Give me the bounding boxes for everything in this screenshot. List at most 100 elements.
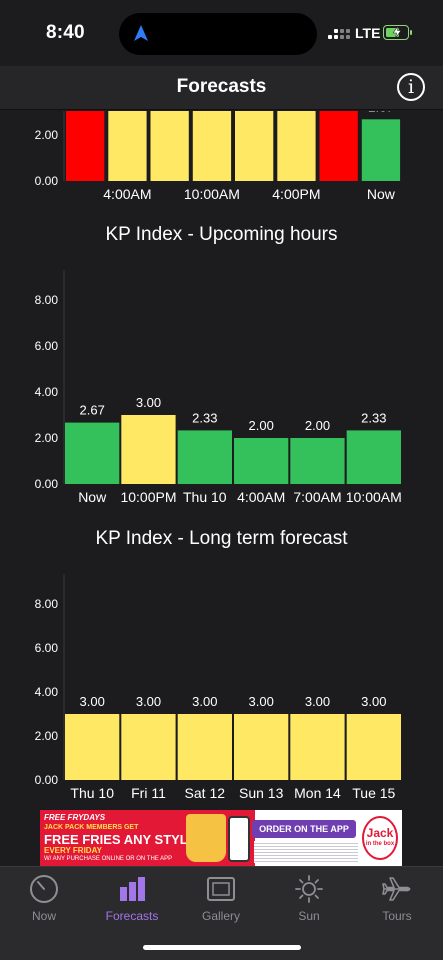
chart-title: KP Index - Upcoming hours xyxy=(105,224,338,245)
bar xyxy=(235,111,274,181)
ad-banner[interactable]: FREE FRYDAYS JACK PACK MEMBERS GET FREE … xyxy=(40,810,402,866)
tab-bar: Now Forecasts Gallery Sun Tours xyxy=(0,866,443,960)
fries-image xyxy=(186,814,226,862)
tab-label: Tours xyxy=(382,909,412,923)
tab-label: Now xyxy=(31,909,56,923)
page-title: Forecasts xyxy=(176,76,267,97)
tab-label: Forecasts xyxy=(105,909,159,923)
tab-label: Gallery xyxy=(201,909,240,923)
tab-gallery[interactable]: Gallery xyxy=(181,873,261,923)
y-tick-label: 0.00 xyxy=(35,477,59,491)
status-bar: 8:40 LTE xyxy=(0,0,443,66)
x-tick-label: 4:00AM xyxy=(103,186,151,202)
x-tick-label: Now xyxy=(367,186,396,202)
ad-brand: FREE FRYDAYS xyxy=(44,813,106,822)
clock-icon xyxy=(30,875,58,903)
x-tick-label: Thu 10 xyxy=(183,489,227,505)
x-tick-label: Thu 10 xyxy=(70,785,114,801)
bar xyxy=(319,111,358,181)
forecast-scroll-view[interactable]: 0.00 2.00 4:00AM 10:00AM 4:00PM 2.67 Now KP In… xyxy=(0,111,443,810)
x-tick-label: Sun 13 xyxy=(239,785,284,801)
bar-value-label: 3.00 xyxy=(136,395,161,410)
bar xyxy=(192,111,232,181)
ad-headline: FREE FRIES ANY STYLE xyxy=(44,832,197,847)
location-arrow-icon xyxy=(134,25,148,41)
chart-title: KP Index - Long term forecast xyxy=(95,528,348,549)
y-tick-label: 4.00 xyxy=(35,385,59,399)
chart-recent-hours: 0.00 2.00 4:00AM 10:00AM 4:00PM 2.67 Now xyxy=(0,111,443,205)
ad-logo: Jack in the box xyxy=(362,816,398,860)
bar xyxy=(150,111,189,181)
ad-fine-print xyxy=(254,841,358,863)
y-tick-label: 0.00 xyxy=(35,174,59,188)
status-time: 8:40 xyxy=(46,22,85,43)
bar-value-label: 3.00 xyxy=(249,694,274,709)
tab-sun[interactable]: Sun xyxy=(269,873,349,923)
chart-upcoming-hours: KP Index - Upcoming hours 0.00 2.00 4.00 6.… xyxy=(0,220,443,510)
bar xyxy=(346,714,401,780)
ad-order-button[interactable]: ORDER ON THE APP xyxy=(252,820,356,838)
bar-value-label: 2.00 xyxy=(305,418,330,433)
info-button[interactable]: i xyxy=(397,73,425,101)
sun-icon xyxy=(295,875,323,903)
bar xyxy=(290,714,345,780)
x-tick-label: Tue 15 xyxy=(352,785,395,801)
navigation-bar: Forecasts i xyxy=(0,66,443,110)
bar xyxy=(177,430,232,484)
ad-line: W/ ANY PURCHASE ONLINE OR ON THE APP xyxy=(44,856,173,862)
bar-value-label: 3.00 xyxy=(80,694,105,709)
y-tick-label: 6.00 xyxy=(35,641,59,655)
bar xyxy=(346,430,401,484)
bar xyxy=(66,111,105,181)
ad-logo-text: Jack xyxy=(366,826,394,840)
ad-line: JACK PACK MEMBERS GET xyxy=(44,824,139,831)
bar-value-label: 2.33 xyxy=(192,410,217,425)
bar xyxy=(65,714,120,780)
bar-value-label: 2.00 xyxy=(249,418,274,433)
x-tick-label: 10:00AM xyxy=(346,489,402,505)
chart-svg: 0.00 2.00 4:00AM 10:00AM 4:00PM 2.67 Now xyxy=(35,111,401,202)
chart-svg: 0.00 2.00 4.00 6.00 8.00 3.00 Thu 10 3.00 Fri 11… xyxy=(35,574,401,801)
y-tick-label: 6.00 xyxy=(35,339,59,353)
bar-value-label: 3.00 xyxy=(192,694,217,709)
bar-value-label: 3.00 xyxy=(305,694,330,709)
bar xyxy=(234,714,289,780)
tab-forecasts[interactable]: Forecasts xyxy=(92,873,172,923)
x-tick-label: 10:00AM xyxy=(184,186,240,202)
x-tick-label: 7:00AM xyxy=(293,489,341,505)
tab-tours[interactable]: Tours xyxy=(357,873,437,923)
y-tick-label: 2.00 xyxy=(35,128,59,142)
bar xyxy=(234,438,289,484)
bar-value-label: 2.67 xyxy=(368,111,393,114)
y-tick-label: 2.00 xyxy=(35,729,59,743)
tab-now[interactable]: Now xyxy=(4,873,84,923)
airplane-icon xyxy=(382,877,411,901)
ad-promo-panel: FREE FRYDAYS JACK PACK MEMBERS GET FREE … xyxy=(40,810,255,866)
network-type: LTE xyxy=(355,25,381,41)
y-tick-label: 8.00 xyxy=(35,293,59,307)
bar-value-label: 2.67 xyxy=(80,403,105,418)
x-tick-label: 10:00PM xyxy=(120,489,176,505)
cell-signal-icon xyxy=(328,27,350,41)
bar xyxy=(361,119,401,181)
battery-charging-icon xyxy=(383,25,412,40)
bar xyxy=(121,714,176,780)
bar xyxy=(65,422,120,484)
phone-image xyxy=(228,816,250,862)
chart-svg: 0.00 2.00 4.00 6.00 8.00 2.67 Now 3.00 10:00PM 2.… xyxy=(35,270,402,505)
y-tick-label: 4.00 xyxy=(35,685,59,699)
x-tick-label: Now xyxy=(78,489,107,505)
home-indicator xyxy=(143,945,301,950)
x-tick-label: 4:00AM xyxy=(237,489,285,505)
bar-chart-icon xyxy=(120,877,145,901)
bar xyxy=(177,714,232,780)
bar xyxy=(290,438,345,484)
x-tick-label: Fri 11 xyxy=(131,785,166,801)
ad-line: EVERY FRIDAY xyxy=(44,846,102,855)
y-tick-label: 0.00 xyxy=(35,773,59,787)
gallery-icon xyxy=(207,877,235,901)
ad-logo-subtext: in the box xyxy=(365,841,395,847)
bar-value-label: 3.00 xyxy=(136,694,161,709)
x-tick-label: Mon 14 xyxy=(294,785,341,801)
y-tick-label: 2.00 xyxy=(35,431,59,445)
